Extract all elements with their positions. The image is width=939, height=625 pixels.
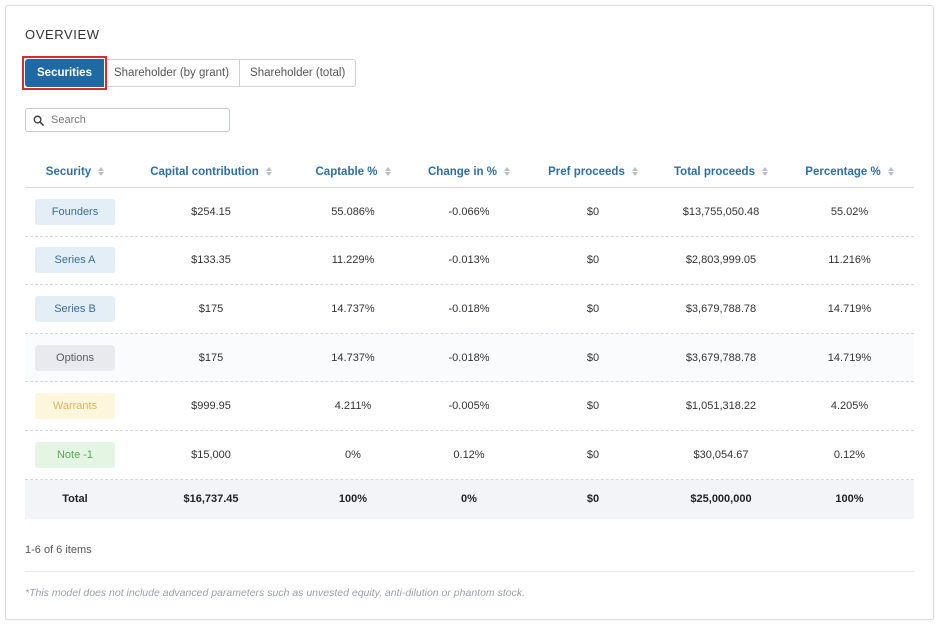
- table-row[interactable]: Series B $175 14.737% -0.018% $0 $3,679,788.7…: [25, 285, 914, 334]
- total-pref: $0: [586, 493, 600, 506]
- column-header-label: Total proceeds: [674, 165, 755, 178]
- column-header-label: Change in %: [427, 165, 497, 178]
- tab-securities[interactable]: Securities: [25, 59, 104, 87]
- cell-capital: $133.35: [191, 254, 231, 267]
- security-badge: Warrants: [35, 393, 115, 420]
- cell-pref: $0: [586, 205, 600, 218]
- security-cell: Series B: [25, 285, 125, 333]
- cell-pref: $0: [586, 254, 600, 267]
- table-body: Founders $254.15 55.086% -0.066% $0 $13,755,0…: [25, 188, 914, 480]
- cell-captable: 11.229%: [331, 254, 375, 267]
- security-badge: Founders: [35, 198, 115, 225]
- column-header-label: Security: [45, 165, 92, 178]
- cell-captable: 14.737%: [331, 351, 375, 364]
- cell-capital: $254.15: [191, 205, 231, 218]
- security-badge: Options: [35, 344, 115, 371]
- search-input[interactable]: [51, 114, 221, 126]
- column-header-label: Capital contribution: [150, 165, 259, 178]
- cell-capital: $15,000: [191, 448, 231, 461]
- cell-change: -0.005%: [448, 400, 490, 413]
- column-header-captable-pct[interactable]: Captable %: [297, 156, 409, 187]
- security-badge: Series B: [35, 295, 115, 322]
- table-total-row: Total $16,737.45 100% 0% $0 $25,000,000 …: [25, 479, 914, 519]
- cell-pref: $0: [586, 351, 600, 364]
- security-cell: Options: [25, 334, 125, 382]
- tab-shareholder-by-grant[interactable]: Shareholder (by grant): [103, 59, 241, 87]
- securities-table: Security Capital contribution Captable %…: [25, 156, 914, 519]
- column-header-pref-proceeds[interactable]: Pref proceeds: [529, 156, 657, 187]
- column-header-capital-contribution[interactable]: Capital contribution: [125, 156, 297, 187]
- cell-captable: 55.086%: [331, 205, 375, 218]
- tab-securities-wrapper: Securities: [22, 56, 107, 90]
- cell-total: $3,679,788.78: [685, 351, 757, 364]
- column-header-percentage[interactable]: Percentage %: [785, 156, 914, 187]
- table-row[interactable]: Founders $254.15 55.086% -0.066% $0 $13,755,0…: [25, 188, 914, 237]
- cell-pct: 14.719%: [827, 302, 872, 315]
- cell-capital: $175: [198, 302, 224, 315]
- cell-captable: 4.211%: [334, 400, 372, 413]
- pagination-count: 1-6 of 6 items: [25, 544, 92, 556]
- sort-icon: [631, 167, 638, 176]
- sort-icon: [887, 167, 894, 176]
- table-row[interactable]: Options $175 14.737% -0.018% $0 $3,679,788.78…: [25, 333, 914, 383]
- column-header-security[interactable]: Security: [25, 156, 125, 187]
- view-tabs: Securities Shareholder (by grant) Shareh…: [22, 56, 357, 90]
- overview-card: OVERVIEW Securities Shareholder (by gran…: [5, 5, 934, 620]
- table-row[interactable]: Note -1 $15,000 0% 0.12% $0 $30,054.67 0.12%: [25, 431, 914, 480]
- total-proceeds: $25,000,000: [690, 493, 752, 506]
- security-badge: Note -1: [35, 441, 115, 468]
- cell-pct: 4.205%: [830, 400, 869, 413]
- cell-total: $3,679,788.78: [685, 302, 757, 315]
- total-label: Total: [62, 493, 88, 506]
- total-percentage: 100%: [835, 493, 864, 506]
- security-cell: Note -1: [25, 431, 125, 479]
- cell-total: $13,755,050.48: [682, 205, 760, 218]
- cell-change: -0.018%: [448, 302, 490, 315]
- footnote: *This model does not include advanced pa…: [25, 587, 526, 599]
- sort-icon: [761, 167, 768, 176]
- column-header-label: Percentage %: [805, 165, 881, 178]
- cell-pct: 55.02%: [830, 205, 869, 218]
- total-captable: 100%: [338, 493, 368, 506]
- security-cell: Founders: [25, 188, 125, 236]
- column-header-label: Captable %: [315, 165, 378, 178]
- page-title: OVERVIEW: [25, 27, 100, 42]
- cell-pct: 11.216%: [828, 254, 871, 267]
- cell-capital: $175: [198, 351, 224, 364]
- cell-captable: 0%: [345, 448, 361, 461]
- cell-change: -0.013%: [448, 254, 490, 267]
- cell-capital: $999.95: [191, 400, 231, 413]
- table-header: Security Capital contribution Captable %…: [25, 156, 914, 188]
- cell-total: $1,051,318.22: [685, 400, 757, 413]
- cell-pref: $0: [586, 448, 600, 461]
- column-header-label: Pref proceeds: [548, 165, 625, 178]
- cell-change: -0.018%: [448, 351, 490, 364]
- column-header-total-proceeds[interactable]: Total proceeds: [657, 156, 785, 187]
- divider: [25, 571, 914, 572]
- security-badge: Series A: [35, 247, 115, 274]
- sort-icon: [98, 167, 105, 176]
- cell-pct: 0.12%: [833, 448, 866, 461]
- table-row[interactable]: Warrants $999.95 4.211% -0.005% $0 $1,051,318…: [25, 382, 914, 431]
- column-header-change-pct[interactable]: Change in %: [409, 156, 529, 187]
- cell-total: $2,803,999.05: [685, 254, 757, 267]
- cell-pct: 14.719%: [827, 351, 872, 364]
- security-cell: Warrants: [25, 382, 125, 430]
- cell-change: -0.066%: [448, 205, 490, 218]
- sort-icon: [265, 167, 272, 176]
- search-box: [25, 108, 230, 132]
- cell-total: $30,054.67: [693, 448, 749, 461]
- cell-pref: $0: [586, 400, 600, 413]
- cell-change: 0.12%: [453, 448, 485, 461]
- sort-icon: [384, 167, 391, 176]
- cell-pref: $0: [586, 302, 600, 315]
- security-cell: Series A: [25, 237, 125, 285]
- cell-captable: 14.737%: [331, 302, 375, 315]
- total-change: 0%: [461, 493, 477, 506]
- search-icon: [33, 115, 44, 126]
- table-row[interactable]: Series A $133.35 11.229% -0.013% $0 $2,803,99…: [25, 237, 914, 286]
- tab-shareholder-total[interactable]: Shareholder (total): [240, 59, 357, 87]
- sort-icon: [504, 167, 510, 176]
- total-capital: $16,737.45: [183, 493, 239, 506]
